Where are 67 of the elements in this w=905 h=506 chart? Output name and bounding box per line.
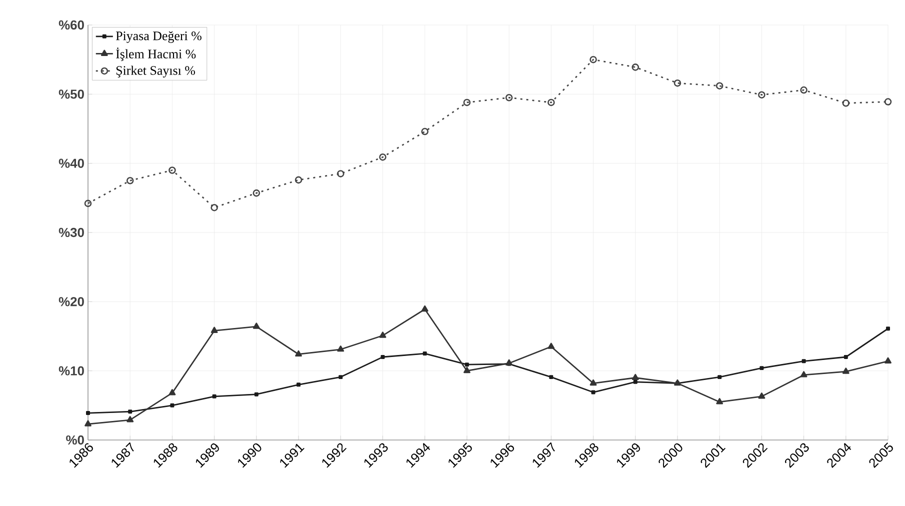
point [86, 411, 90, 416]
y-tick-label: %0 [66, 435, 84, 445]
point [802, 359, 806, 364]
point [884, 357, 892, 364]
point [421, 305, 428, 312]
point [379, 332, 386, 338]
point [800, 86, 808, 94]
point [800, 371, 808, 378]
point [505, 94, 513, 102]
point [252, 322, 260, 329]
point [254, 392, 258, 396]
point [128, 410, 132, 414]
point [296, 382, 301, 387]
legend-label: İşlem Hacmi % [116, 48, 196, 62]
point [338, 375, 343, 380]
point [126, 176, 134, 184]
point [210, 326, 218, 334]
point [84, 200, 92, 208]
y-tick-label: %10 [58, 366, 84, 376]
point [590, 379, 597, 386]
point [294, 176, 302, 184]
point [212, 394, 216, 398]
y-tick-label: %20 [58, 297, 84, 306]
point [633, 380, 638, 384]
point [463, 366, 470, 374]
legend-label: Şirket Sayısı % [116, 66, 196, 78]
point [379, 153, 386, 161]
point [716, 398, 724, 404]
point [337, 346, 344, 352]
point [760, 366, 764, 370]
legend-label: Piyasa Değeri % [116, 31, 202, 43]
point [884, 98, 892, 106]
point [380, 355, 385, 359]
y-tick-label: %60 [58, 20, 84, 30]
point [295, 350, 302, 357]
point [170, 403, 174, 408]
point [842, 368, 850, 374]
point [464, 362, 469, 367]
point [842, 100, 850, 107]
point [632, 374, 639, 380]
point [168, 389, 176, 396]
point [422, 352, 427, 356]
point [126, 416, 134, 422]
y-tick-label: %30 [58, 228, 84, 238]
y-tick-label: %40 [58, 158, 84, 168]
point [548, 342, 555, 349]
point [632, 64, 640, 71]
point [210, 204, 218, 212]
point [252, 189, 260, 197]
point [168, 166, 176, 174]
point [421, 128, 428, 136]
point [506, 359, 513, 366]
point [758, 392, 766, 399]
point [758, 91, 766, 98]
y-tick-label: %50 [58, 90, 84, 99]
point [591, 390, 596, 394]
point [590, 56, 597, 64]
point [336, 170, 344, 178]
point [886, 326, 890, 331]
point [548, 98, 555, 106]
point [549, 375, 554, 380]
point [716, 82, 724, 90]
point [463, 98, 471, 106]
point [718, 375, 722, 380]
point [844, 355, 848, 359]
point [674, 79, 682, 87]
point [84, 420, 92, 426]
